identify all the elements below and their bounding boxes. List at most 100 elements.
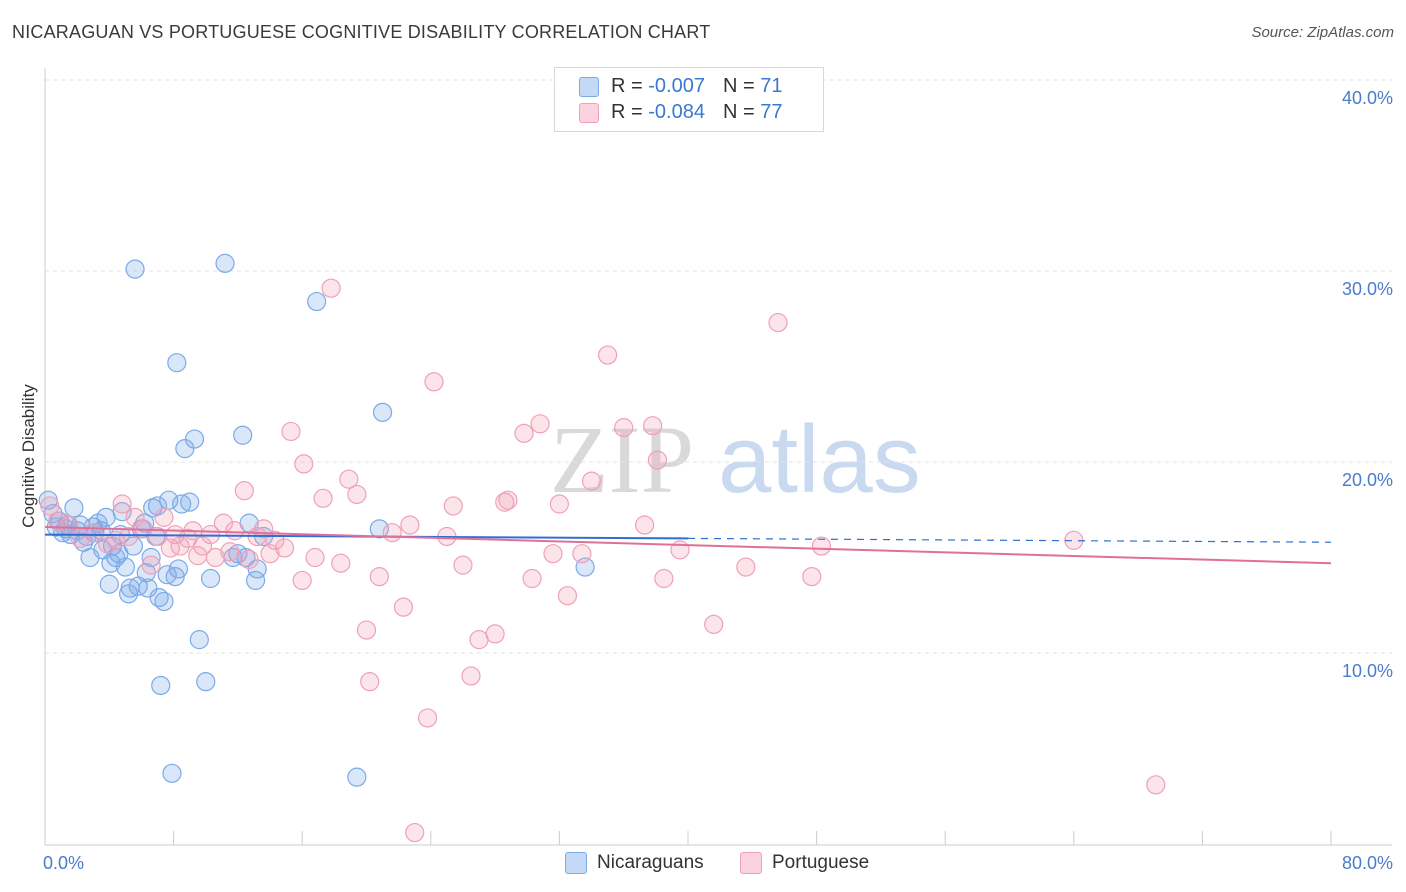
data-point-nicaraguans <box>99 574 119 594</box>
data-point-nicaraguans <box>162 763 182 783</box>
legend-label-portuguese: Portuguese <box>772 852 870 874</box>
data-point-portuguese <box>281 421 301 442</box>
legend-swatch-portuguese <box>579 102 599 123</box>
data-point-portuguese <box>382 523 402 543</box>
data-point-portuguese <box>220 542 240 562</box>
data-point-portuguese <box>530 414 550 434</box>
y-axis-label: Cognitive Disability <box>19 384 38 528</box>
x-tick-label: 80.0% <box>1342 853 1393 873</box>
data-point-nicaraguans <box>147 496 168 516</box>
data-point-portuguese <box>614 418 634 438</box>
data-point-portuguese <box>485 624 505 644</box>
data-point-portuguese <box>461 666 481 686</box>
data-point-nicaraguans <box>372 402 393 422</box>
data-point-portuguese <box>400 515 420 535</box>
data-point-portuguese <box>670 540 690 560</box>
legend-swatch-portuguese <box>740 852 762 874</box>
data-point-portuguese <box>234 481 254 501</box>
data-point-nicaraguans <box>196 672 216 692</box>
data-point-nicaraguans <box>151 675 171 696</box>
legend-label-nicaraguans: Nicaraguans <box>597 852 704 874</box>
data-point-portuguese <box>811 536 832 556</box>
data-point-nicaraguans <box>347 767 367 787</box>
data-point-portuguese <box>369 566 389 587</box>
data-point-nicaraguans <box>172 494 192 514</box>
data-point-portuguese <box>393 597 414 617</box>
data-point-portuguese <box>274 538 295 558</box>
data-point-nicaraguans <box>189 630 209 650</box>
data-point-nicaraguans <box>369 519 389 539</box>
data-point-portuguese <box>704 614 724 634</box>
data-point-portuguese <box>292 570 312 591</box>
legend-n-label: N = <box>722 75 761 97</box>
data-point-portuguese <box>647 450 668 470</box>
legend-n-label: N = <box>722 101 761 123</box>
data-point-nicaraguans <box>115 557 135 577</box>
data-point-portuguese <box>48 511 68 531</box>
data-point-portuguese <box>239 549 259 570</box>
data-point-nicaraguans <box>154 591 174 612</box>
tick-labels: 10.0% 20.0% 30.0% 40.0% 0.0% 80.0% <box>43 88 1393 873</box>
data-points <box>38 253 1166 843</box>
data-point-portuguese <box>522 568 542 589</box>
legend-n-value: 71 <box>760 75 783 97</box>
y-tick-label: 40.0% <box>1342 88 1393 108</box>
data-point-portuguese <box>141 555 161 575</box>
legend-r-value: -0.084 <box>648 101 705 123</box>
data-point-portuguese <box>654 568 674 589</box>
data-point-nicaraguans <box>157 565 177 585</box>
data-point-portuguese <box>572 544 592 564</box>
chart-title: NICARAGUAN VS PORTUGUESE COGNITIVE DISAB… <box>12 22 711 42</box>
data-point-portuguese <box>360 672 380 692</box>
data-point-portuguese <box>598 345 618 365</box>
data-point-portuguese <box>557 586 578 606</box>
y-tick-label: 30.0% <box>1342 279 1393 299</box>
data-point-portuguese <box>356 620 377 640</box>
data-point-nicaraguans <box>123 536 144 556</box>
data-point-portuguese <box>417 708 438 728</box>
data-point-portuguese <box>170 536 190 556</box>
y-tick-label: 10.0% <box>1342 661 1393 681</box>
data-point-portuguese <box>514 423 534 443</box>
data-point-nicaraguans <box>233 425 253 445</box>
data-point-nicaraguans <box>141 547 161 568</box>
data-point-portuguese <box>339 469 359 489</box>
data-point-nicaraguans <box>96 507 116 527</box>
legend-r-value: -0.007 <box>648 75 705 97</box>
data-point-portuguese <box>736 557 756 577</box>
data-point-portuguese <box>549 494 570 514</box>
legend-swatch-nicaraguans <box>565 852 587 874</box>
data-point-portuguese <box>192 536 213 556</box>
watermark-atlas: atlas <box>718 406 921 513</box>
legend-n-value: 77 <box>760 101 783 123</box>
data-point-portuguese <box>125 507 145 527</box>
data-point-portuguese <box>443 496 463 516</box>
data-point-portuguese <box>154 507 174 527</box>
watermark: ZIP atlas <box>550 406 921 513</box>
data-point-portuguese <box>581 471 602 491</box>
data-point-portuguese <box>634 515 655 535</box>
legend-row-nicaraguans: R = -0.007 N = 71 <box>579 75 782 101</box>
data-point-portuguese <box>305 547 325 568</box>
series-legend: Nicaraguans Portuguese <box>0 852 1406 878</box>
trend-line-nicaraguans-extension <box>687 537 1332 543</box>
data-point-nicaraguans <box>184 429 205 449</box>
data-point-portuguese <box>453 555 473 575</box>
legend-swatch-nicaraguans <box>579 76 599 97</box>
data-point-portuguese <box>543 544 563 564</box>
data-point-nicaraguans <box>168 559 189 579</box>
legend-item-nicaraguans: Nicaraguans <box>565 852 704 874</box>
data-point-portuguese <box>768 312 788 333</box>
data-point-portuguese <box>405 822 425 843</box>
data-point-portuguese <box>205 547 225 568</box>
data-point-portuguese <box>294 454 314 474</box>
legend-row-portuguese: R = -0.084 N = 77 <box>579 101 782 127</box>
correlation-legend: R = -0.007 N = 71 R = -0.084 N = 77 <box>554 67 824 132</box>
data-point-nicaraguans <box>200 568 221 589</box>
data-point-portuguese <box>498 490 518 510</box>
data-point-portuguese <box>1146 775 1166 795</box>
data-point-portuguese <box>225 521 245 541</box>
source-label: Source: ZipAtlas.com <box>1251 24 1394 41</box>
data-point-portuguese <box>112 494 132 514</box>
data-point-portuguese <box>321 278 341 298</box>
